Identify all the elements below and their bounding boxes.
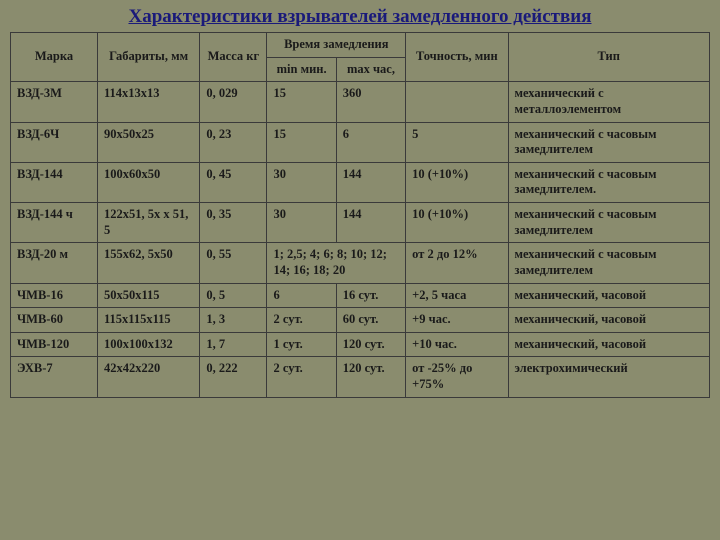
cell-marka: ВЗД-20 м <box>11 243 98 283</box>
table-row: ВЗД-6Ч90х50х250, 231565механический с ча… <box>11 122 710 162</box>
cell-min: 15 <box>267 82 336 122</box>
cell-gab: 115х115х115 <box>97 308 199 333</box>
cell-max: 16 сут. <box>336 283 405 308</box>
cell-min: 2 сут. <box>267 308 336 333</box>
cell-max: 60 сут. <box>336 308 405 333</box>
cell-max: 6 <box>336 122 405 162</box>
cell-acc: +9 час. <box>406 308 508 333</box>
header-marka: Марка <box>11 33 98 82</box>
cell-min: 1; 2,5; 4; 6; 8; 10; 12; 14; 16; 18; 20 <box>267 243 406 283</box>
cell-marka: ВЗД-3М <box>11 82 98 122</box>
cell-type: электрохимический <box>508 357 710 397</box>
cell-marka: ЧМВ-60 <box>11 308 98 333</box>
cell-mass: 1, 7 <box>200 332 267 357</box>
cell-gab: 100х100х132 <box>97 332 199 357</box>
table-row: ЭХВ-742х42х2200, 2222 сут.120 сут.от -25… <box>11 357 710 397</box>
cell-max: 120 сут. <box>336 332 405 357</box>
cell-acc: 5 <box>406 122 508 162</box>
cell-type: механический с часовым замедлителем. <box>508 162 710 202</box>
cell-acc: 10 (+10%) <box>406 203 508 243</box>
table-row: ЧМВ-60115х115х1151, 32 сут.60 сут.+9 час… <box>11 308 710 333</box>
cell-type: механический с металлоэлементом <box>508 82 710 122</box>
cell-type: механический, часовой <box>508 332 710 357</box>
cell-mass: 0, 5 <box>200 283 267 308</box>
cell-gab: 50х50х115 <box>97 283 199 308</box>
header-min: min мин. <box>267 57 336 82</box>
header-gab: Габариты, мм <box>97 33 199 82</box>
cell-max: 144 <box>336 203 405 243</box>
cell-gab: 42х42х220 <box>97 357 199 397</box>
cell-gab: 122х51, 5х х 51, 5 <box>97 203 199 243</box>
cell-max: 120 сут. <box>336 357 405 397</box>
cell-gab: 114х13х13 <box>97 82 199 122</box>
cell-marka: ВЗД-144 <box>11 162 98 202</box>
cell-min: 30 <box>267 162 336 202</box>
cell-min: 30 <box>267 203 336 243</box>
page-title: Характеристики взрывателей замедленного … <box>0 0 720 32</box>
cell-gab: 90х50х25 <box>97 122 199 162</box>
cell-acc: от -25% до +75% <box>406 357 508 397</box>
cell-acc: 10 (+10%) <box>406 162 508 202</box>
table-row: ВЗД-20 м155х62, 5х500, 551; 2,5; 4; 6; 8… <box>11 243 710 283</box>
cell-mass: 0, 45 <box>200 162 267 202</box>
cell-mass: 0, 029 <box>200 82 267 122</box>
cell-mass: 0, 55 <box>200 243 267 283</box>
cell-type: механический, часовой <box>508 308 710 333</box>
cell-mass: 0, 23 <box>200 122 267 162</box>
table-row: ВЗД-144100х60х500, 453014410 (+10%)механ… <box>11 162 710 202</box>
cell-acc <box>406 82 508 122</box>
cell-marka: ЧМВ-120 <box>11 332 98 357</box>
cell-mass: 0, 222 <box>200 357 267 397</box>
cell-max: 360 <box>336 82 405 122</box>
cell-marka: ЭХВ-7 <box>11 357 98 397</box>
table-row: ЧМВ-120100х100х1321, 71 сут.120 сут.+10 … <box>11 332 710 357</box>
table-header: Марка Габариты, мм Масса кг Время замедл… <box>11 33 710 82</box>
cell-type: механический с часовым замедлителем <box>508 243 710 283</box>
table-body: ВЗД-3М114х13х130, 02915360 механический с… <box>11 82 710 397</box>
table-row: ЧМВ-1650х50х1150, 5616 сут.+2, 5 часамех… <box>11 283 710 308</box>
cell-max: 144 <box>336 162 405 202</box>
cell-gab: 155х62, 5х50 <box>97 243 199 283</box>
cell-type: механический с часовым замедлителем <box>508 203 710 243</box>
cell-type: механический с часовым замедлителем <box>508 122 710 162</box>
cell-marka: ЧМВ-16 <box>11 283 98 308</box>
cell-marka: ВЗД-144 ч <box>11 203 98 243</box>
cell-acc: +10 час. <box>406 332 508 357</box>
cell-acc: +2, 5 часа <box>406 283 508 308</box>
cell-acc: от 2 до 12% <box>406 243 508 283</box>
header-time: Время замедления <box>267 33 406 58</box>
cell-type: механический, часовой <box>508 283 710 308</box>
cell-mass: 1, 3 <box>200 308 267 333</box>
header-type: Тип <box>508 33 710 82</box>
header-max: max час, <box>336 57 405 82</box>
cell-min: 6 <box>267 283 336 308</box>
fuze-table: Марка Габариты, мм Масса кг Время замедл… <box>10 32 710 398</box>
cell-mass: 0, 35 <box>200 203 267 243</box>
header-acc: Точность, мин <box>406 33 508 82</box>
cell-min: 1 сут. <box>267 332 336 357</box>
cell-min: 2 сут. <box>267 357 336 397</box>
cell-gab: 100х60х50 <box>97 162 199 202</box>
table-row: ВЗД-144 ч122х51, 5х х 51, 50, 353014410 … <box>11 203 710 243</box>
table-row: ВЗД-3М114х13х130, 02915360 механический с… <box>11 82 710 122</box>
header-mass: Масса кг <box>200 33 267 82</box>
cell-min: 15 <box>267 122 336 162</box>
cell-marka: ВЗД-6Ч <box>11 122 98 162</box>
